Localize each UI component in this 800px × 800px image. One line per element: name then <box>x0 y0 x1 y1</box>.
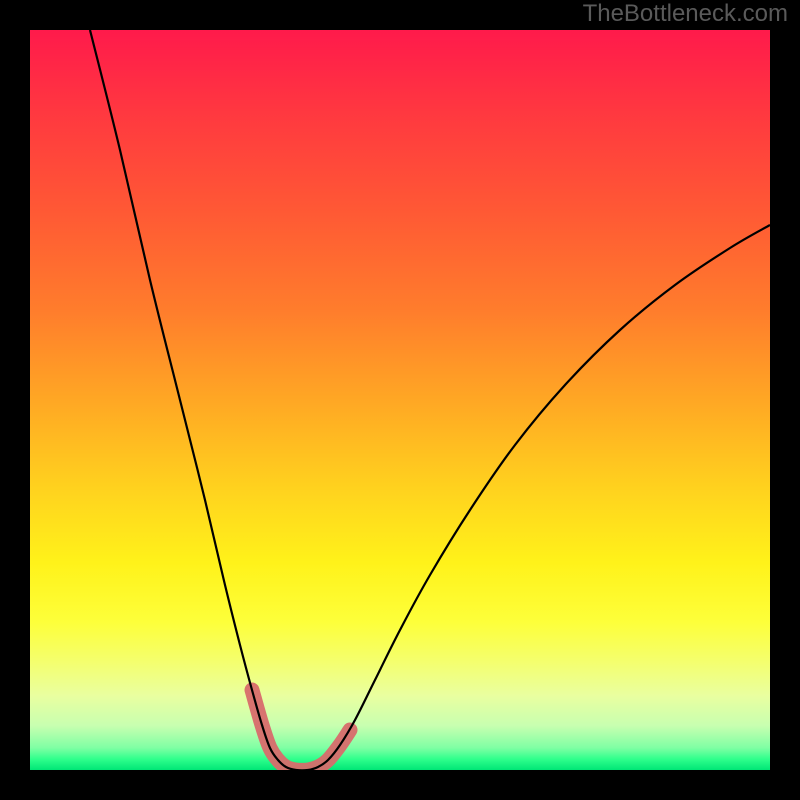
bottleneck-curve-plot <box>0 0 800 800</box>
gradient-background <box>30 30 770 770</box>
watermark-text: TheBottleneck.com <box>583 0 788 28</box>
chart-root: TheBottleneck.com <box>0 0 800 800</box>
